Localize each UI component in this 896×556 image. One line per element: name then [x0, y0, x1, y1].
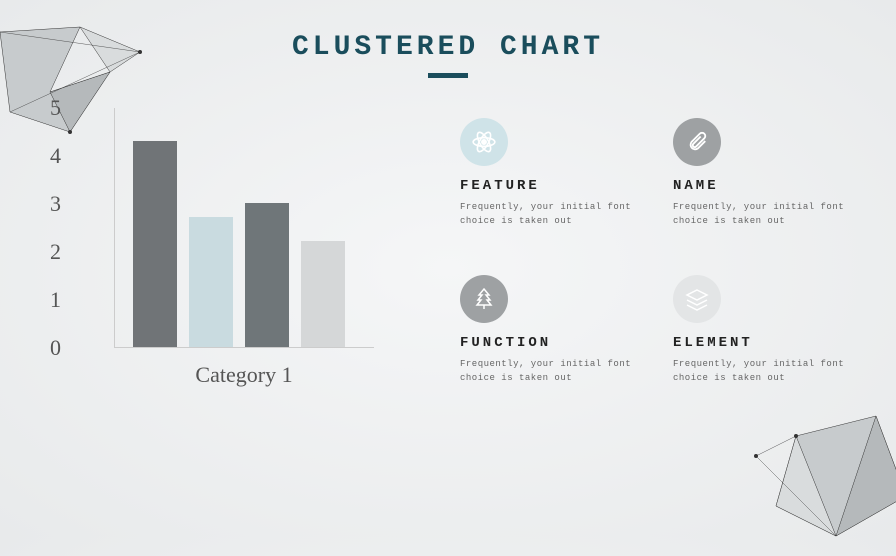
feature-desc: Frequently, your initial font choice is … — [460, 357, 633, 386]
feature-desc: Frequently, your initial font choice is … — [460, 200, 633, 229]
bar-chart: 012345 Category 1 — [50, 108, 430, 408]
layers-icon — [673, 275, 721, 323]
features-grid: FEATURE Frequently, your initial font cho… — [430, 108, 846, 408]
bar — [301, 241, 345, 347]
feature-item: ELEMENT Frequently, your initial font cho… — [673, 275, 846, 408]
x-axis-label: Category 1 — [114, 362, 374, 388]
tree-icon — [460, 275, 508, 323]
feature-desc: Frequently, your initial font choice is … — [673, 200, 846, 229]
feature-title: FUNCTION — [460, 335, 633, 351]
feature-desc: Frequently, your initial font choice is … — [673, 357, 846, 386]
feature-title: NAME — [673, 178, 846, 194]
feature-item: FEATURE Frequently, your initial font cho… — [460, 118, 633, 251]
clip-icon — [673, 118, 721, 166]
content-row: 012345 Category 1 FEATURE Frequently, you… — [0, 78, 896, 408]
bar — [189, 217, 233, 347]
feature-title: FEATURE — [460, 178, 633, 194]
bar — [133, 141, 177, 347]
decorative-polygon-bottom-right — [736, 396, 896, 556]
y-axis: 012345 — [50, 108, 61, 348]
feature-title: ELEMENT — [673, 335, 846, 351]
feature-item: NAME Frequently, your initial font choice… — [673, 118, 846, 251]
bar — [245, 203, 289, 347]
bars-container — [114, 108, 374, 348]
atom-icon — [460, 118, 508, 166]
feature-item: FUNCTION Frequently, your initial font ch… — [460, 275, 633, 408]
